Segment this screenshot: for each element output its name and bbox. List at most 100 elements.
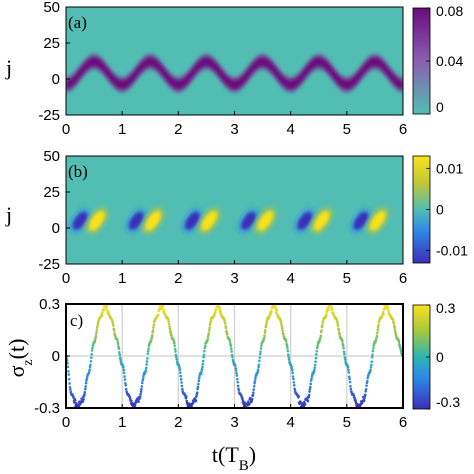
panel-c: c) σz(t) 0 1 2 3 4 5 60.30-0.3 0.30-0.3 t(TB): [4, 296, 460, 474]
data-point: [208, 323, 212, 327]
data-point: [112, 329, 116, 332]
data-point: [73, 399, 77, 402]
data-point: [370, 363, 373, 367]
data-point: [90, 353, 93, 356]
panel-b-background: [66, 156, 403, 264]
data-point: [218, 306, 221, 310]
data-point: [197, 377, 201, 380]
data-point: [100, 314, 104, 318]
panel-a-ylabel: j: [5, 55, 12, 80]
data-point: [225, 333, 229, 336]
data-point: [280, 322, 283, 326]
data-point: [369, 366, 373, 369]
data-point: [150, 334, 154, 337]
x-tick-label: 2: [174, 270, 182, 287]
data-point: [365, 379, 369, 383]
data-point: [208, 326, 211, 330]
y-tick-label: -25: [38, 256, 60, 273]
data-point: [262, 336, 266, 340]
data-point: [234, 364, 237, 367]
data-point: [229, 344, 233, 348]
data-point: [144, 366, 148, 370]
data-point: [241, 398, 244, 401]
y-tick-label: 25: [43, 35, 60, 52]
y-tick-label: 0: [52, 220, 60, 237]
data-point: [213, 311, 217, 314]
data-point: [140, 387, 143, 391]
data-point: [287, 358, 291, 361]
data-point: [111, 321, 115, 325]
data-point: [152, 326, 155, 329]
positive-blob: [89, 211, 105, 231]
data-point: [69, 388, 72, 391]
data-point: [223, 322, 227, 325]
data-point: [146, 349, 150, 353]
svg-text:σz(t): σz(t): [4, 339, 36, 378]
data-point: [172, 338, 175, 341]
data-point: [180, 384, 184, 388]
positive-blob: [201, 211, 217, 231]
y-tick-label: 0: [52, 348, 60, 365]
data-point: [257, 363, 261, 367]
data-point: [280, 324, 284, 328]
data-point: [235, 371, 238, 375]
x-tick-label: 5: [343, 270, 351, 287]
positive-blob: [145, 211, 161, 231]
data-point: [229, 347, 233, 351]
positive-blob: [257, 211, 273, 231]
data-point: [206, 336, 210, 339]
y-tick-label: -0.3: [34, 400, 60, 417]
data-point: [147, 347, 150, 350]
data-point: [313, 366, 317, 370]
data-point: [375, 334, 379, 338]
data-point: [338, 333, 341, 336]
data-point: [85, 377, 89, 381]
data-point: [392, 322, 396, 325]
x-tick-label: 1: [118, 270, 126, 287]
data-point: [376, 325, 380, 329]
data-point: [264, 328, 267, 332]
data-point: [236, 380, 240, 384]
data-point: [73, 401, 76, 404]
data-point: [264, 323, 268, 327]
data-point: [346, 365, 350, 369]
data-point: [286, 353, 290, 356]
data-point: [327, 306, 331, 309]
data-point: [118, 350, 121, 354]
negative-blob: [353, 212, 368, 230]
data-point: [292, 377, 295, 381]
data-point: [180, 381, 183, 384]
data-point: [168, 325, 171, 328]
data-point: [252, 384, 256, 388]
colorbar-tick-label: 0.08: [436, 3, 463, 19]
data-point: [138, 395, 142, 398]
panel-a-background: [66, 7, 403, 115]
colorbar-tick-label: -0.3: [436, 394, 460, 410]
data-point: [140, 385, 144, 388]
data-point: [194, 399, 198, 402]
data-point: [366, 376, 369, 380]
data-point: [315, 353, 318, 356]
colorbar-tick-label: 0.3: [436, 300, 456, 316]
x-tick-label: 6: [399, 414, 407, 431]
positive-blob: [314, 211, 330, 231]
data-point: [198, 374, 201, 378]
data-point: [394, 330, 397, 334]
data-point: [321, 319, 325, 323]
data-point: [377, 323, 380, 327]
data-point: [160, 306, 164, 310]
data-point: [364, 387, 368, 391]
data-point: [146, 352, 150, 355]
data-point: [122, 365, 125, 369]
data-point: [399, 347, 402, 351]
data-point: [151, 329, 155, 332]
data-point: [178, 368, 182, 372]
data-point: [297, 395, 300, 398]
data-point: [122, 371, 126, 375]
data-point: [260, 344, 263, 348]
data-point: [67, 370, 70, 373]
data-point: [124, 381, 127, 385]
data-point: [325, 313, 328, 316]
data-point: [303, 402, 307, 406]
